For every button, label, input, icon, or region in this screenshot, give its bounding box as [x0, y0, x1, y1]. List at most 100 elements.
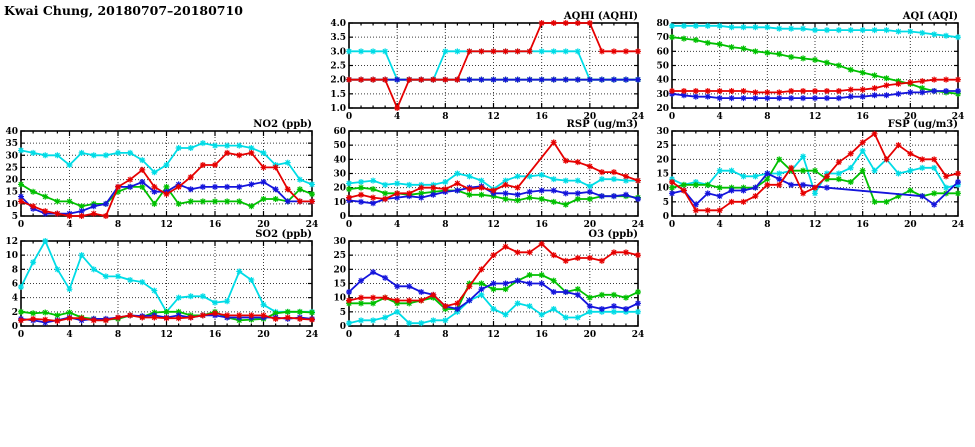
- svg-text:5: 5: [12, 212, 18, 222]
- axis-tick-labels: 0 5 10 15 20 25 30 0 4 8 12 16 20 24: [333, 237, 644, 340]
- svg-text:20: 20: [257, 220, 270, 230]
- svg-text:8: 8: [115, 330, 121, 340]
- svg-text:0: 0: [18, 330, 24, 340]
- chart-so2: 0 2 4 6 8 10 12 0 4 8 12 16 20 24 SO2 (ppb): [1, 227, 324, 344]
- svg-text:12: 12: [160, 220, 173, 230]
- svg-text:20: 20: [584, 112, 597, 122]
- svg-text:10: 10: [333, 198, 346, 208]
- chart-title-o3: O3 (ppb): [588, 229, 638, 240]
- svg-text:40: 40: [656, 76, 669, 86]
- svg-text:24: 24: [952, 220, 965, 230]
- svg-text:24: 24: [632, 112, 645, 122]
- chart-title-aqi: AQI (AQI): [902, 11, 958, 22]
- svg-text:50: 50: [656, 62, 669, 72]
- svg-text:30: 30: [333, 170, 346, 180]
- svg-text:20: 20: [656, 155, 669, 165]
- svg-text:4: 4: [66, 330, 72, 340]
- svg-text:24: 24: [306, 220, 319, 230]
- svg-text:0: 0: [18, 220, 24, 230]
- series-red: [669, 76, 961, 96]
- svg-text:8: 8: [12, 265, 18, 275]
- svg-text:4: 4: [66, 220, 72, 230]
- series-cyan: [18, 140, 315, 188]
- svg-text:2.0: 2.0: [330, 76, 346, 86]
- svg-text:12: 12: [809, 112, 822, 122]
- gridlines: [21, 131, 312, 216]
- svg-text:24: 24: [632, 330, 645, 340]
- svg-text:20: 20: [5, 176, 18, 186]
- series-red-markers: [669, 130, 961, 214]
- svg-text:30: 30: [656, 127, 669, 137]
- svg-text:8: 8: [115, 220, 121, 230]
- svg-text:0: 0: [340, 322, 346, 332]
- svg-text:20: 20: [584, 220, 597, 230]
- svg-text:30: 30: [5, 151, 18, 161]
- svg-text:8: 8: [764, 220, 770, 230]
- svg-text:30: 30: [333, 237, 346, 247]
- svg-text:8: 8: [442, 330, 448, 340]
- series-blue: [346, 76, 641, 83]
- series-red-markers: [346, 240, 641, 310]
- svg-text:15: 15: [333, 280, 346, 290]
- svg-text:16: 16: [209, 220, 222, 230]
- chart-title-so2: SO2 (ppb): [255, 229, 312, 240]
- svg-text:0: 0: [346, 220, 352, 230]
- svg-text:4: 4: [717, 112, 723, 122]
- svg-text:0: 0: [12, 322, 18, 332]
- svg-text:6: 6: [12, 280, 18, 290]
- series-red: [18, 149, 315, 219]
- svg-text:24: 24: [306, 330, 319, 340]
- svg-text:4.0: 4.0: [330, 19, 346, 29]
- svg-text:24: 24: [632, 220, 645, 230]
- chart-o3: 0 5 10 15 20 25 30 0 4 8 12 16 20 24 O3 (ppb): [329, 227, 650, 344]
- series-cyan-markers: [346, 170, 641, 193]
- svg-text:4: 4: [12, 294, 18, 304]
- svg-text:12: 12: [160, 330, 173, 340]
- svg-text:15: 15: [656, 170, 669, 180]
- svg-text:20: 20: [333, 184, 346, 194]
- axis-tick-labels: 0 10 20 30 40 50 60 0 4 8 12 16 20 24: [333, 127, 644, 230]
- svg-text:10: 10: [656, 184, 669, 194]
- svg-text:8: 8: [442, 220, 448, 230]
- svg-text:50: 50: [333, 141, 346, 151]
- series-red: [18, 310, 315, 325]
- series-red-markers: [18, 149, 315, 219]
- svg-text:80: 80: [656, 19, 669, 29]
- page-title: Kwai Chung, 20180707–20180710: [4, 3, 243, 18]
- axis-ticks: [348, 22, 639, 109]
- chart-title-fsp: FSP (ug/m3): [888, 119, 958, 130]
- series-red-markers: [346, 139, 641, 202]
- svg-text:16: 16: [535, 330, 548, 340]
- svg-text:16: 16: [535, 112, 548, 122]
- svg-text:0: 0: [346, 112, 352, 122]
- svg-text:12: 12: [487, 330, 500, 340]
- series-red-markers: [346, 20, 641, 111]
- svg-text:40: 40: [5, 127, 18, 137]
- svg-text:4: 4: [394, 112, 400, 122]
- chart-fsp: 0 5 10 15 20 25 30 0 4 8 12 16 20 24 FSP (ug/m3): [652, 117, 970, 234]
- series-red-markers: [669, 76, 961, 96]
- axis-ticks: [20, 130, 313, 217]
- series-blue: [346, 269, 641, 312]
- svg-text:0: 0: [340, 212, 346, 222]
- svg-text:0: 0: [346, 330, 352, 340]
- svg-text:1.0: 1.0: [330, 104, 346, 114]
- series-cyan: [18, 238, 315, 315]
- series-red-markers: [18, 310, 315, 325]
- svg-text:25: 25: [333, 251, 346, 261]
- svg-text:20: 20: [584, 330, 597, 340]
- series-cyan: [669, 22, 961, 41]
- chart-rsp-canvas: 0 10 20 30 40 50 60 0 4 8 12 16 20 24 RSP (ug/m3): [333, 119, 644, 230]
- chart-title-aqhi: AQHI (AQHI): [563, 11, 638, 22]
- svg-text:3.0: 3.0: [330, 47, 346, 57]
- svg-text:1.5: 1.5: [330, 90, 346, 100]
- svg-text:40: 40: [333, 155, 346, 165]
- svg-text:20: 20: [257, 330, 270, 340]
- svg-text:4: 4: [717, 220, 723, 230]
- chart-fsp-canvas: 0 5 10 15 20 25 30 0 4 8 12 16 20 24 FSP (ug/m3): [656, 119, 965, 230]
- series-red: [346, 240, 641, 310]
- chart-title-no2: NO2 (ppb): [253, 119, 312, 130]
